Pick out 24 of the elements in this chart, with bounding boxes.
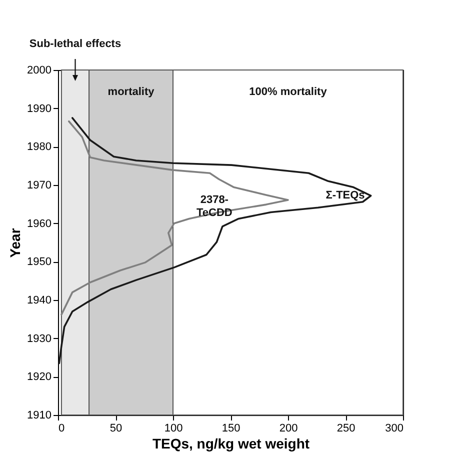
- x-tick-label: 0: [58, 422, 65, 434]
- x-tick-label: 50: [110, 422, 122, 434]
- y-tick-label: 1980: [27, 141, 52, 154]
- y-axis-title: Year: [7, 228, 24, 258]
- y-tick-label: 1990: [27, 102, 52, 115]
- x-tick-label: 100: [164, 422, 183, 434]
- y-tick-label: 1970: [27, 180, 52, 192]
- x-tick-label: 200: [279, 422, 298, 434]
- x-tick-label: 300: [385, 422, 404, 434]
- x-tick-label: 250: [336, 422, 356, 434]
- series-label: 2378-TeCDD: [196, 194, 232, 219]
- y-tick-label: 1920: [27, 371, 52, 384]
- series-label: Σ-TEQs: [326, 190, 365, 202]
- y-tick-label: 1930: [27, 332, 52, 345]
- band-label: Sub-lethal effects: [29, 38, 122, 50]
- band-label: mortality: [108, 86, 156, 98]
- band-label: 100% mortality: [249, 86, 328, 98]
- y-tick-label: 2000: [27, 64, 52, 76]
- x-axis-title: TEQs, ng/kg wet weight: [152, 436, 310, 452]
- y-tick-label: 1960: [27, 218, 52, 230]
- y-tick-label: 1950: [27, 256, 52, 268]
- y-tick-label: 1940: [27, 294, 52, 306]
- y-tick-label: 1910: [27, 410, 52, 422]
- x-tick-label: 150: [222, 422, 240, 434]
